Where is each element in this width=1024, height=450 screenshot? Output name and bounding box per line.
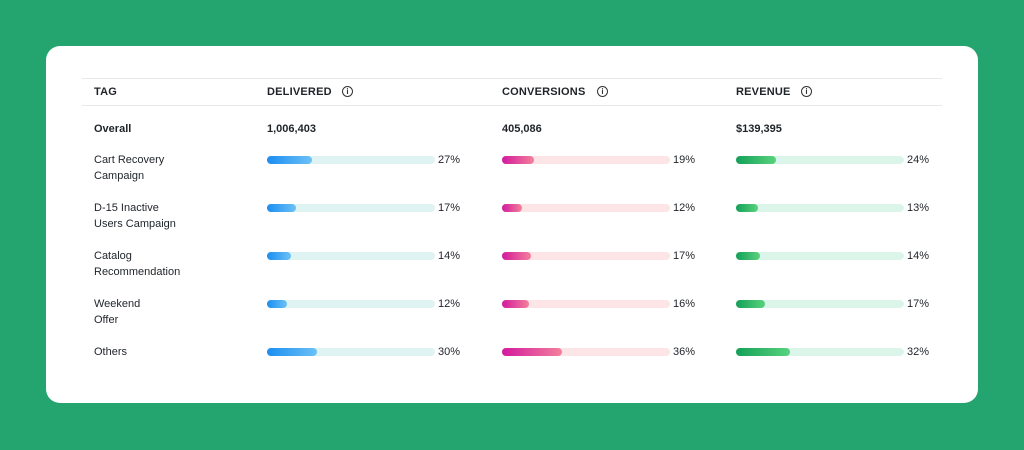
overall-value: 1,006,403 <box>267 123 316 135</box>
percent-label: 24% <box>907 154 930 166</box>
bar <box>502 204 523 212</box>
row-label: Offer <box>94 314 119 326</box>
row-label: Others <box>94 346 128 358</box>
bar-track <box>267 252 435 260</box>
bar-track <box>267 156 435 164</box>
bar <box>502 348 563 356</box>
bar-track <box>736 252 904 260</box>
info-icon[interactable]: i <box>801 86 812 97</box>
info-icon[interactable]: i <box>597 86 608 97</box>
row-label: Cart Recovery <box>94 154 165 166</box>
bar <box>267 156 313 164</box>
divider <box>82 105 942 106</box>
bar <box>267 348 318 356</box>
bar <box>502 300 529 308</box>
bar-track <box>736 204 904 212</box>
bar <box>502 252 531 260</box>
row-label: Campaign <box>94 170 145 182</box>
bar-track <box>267 348 435 356</box>
bar <box>267 300 288 308</box>
row-label: Weekend <box>94 298 141 310</box>
percent-label: 27% <box>438 154 461 166</box>
column-header: DELIVERED <box>267 86 332 98</box>
column-header: REVENUE <box>736 86 791 98</box>
info-icon[interactable]: i <box>342 86 353 97</box>
divider <box>82 78 942 79</box>
percent-label: 17% <box>673 250 696 262</box>
bar <box>736 156 777 164</box>
overall-value: $139,395 <box>736 123 782 135</box>
bar-track <box>267 204 435 212</box>
column-header: CONVERSIONS <box>502 86 586 98</box>
overall-value: 405,086 <box>502 123 542 135</box>
bar-track <box>736 348 904 356</box>
percent-label: 17% <box>438 202 461 214</box>
bar-track <box>502 204 670 212</box>
bar <box>267 252 291 260</box>
bar-track <box>736 300 904 308</box>
percent-label: 16% <box>673 298 696 310</box>
percent-label: 14% <box>907 250 930 262</box>
bar <box>502 156 534 164</box>
percent-label: 12% <box>438 298 461 310</box>
percent-label: 19% <box>673 154 696 166</box>
bar-track <box>502 348 670 356</box>
bar <box>736 204 758 212</box>
percent-label: 30% <box>438 346 461 358</box>
bar <box>736 300 765 308</box>
percent-label: 14% <box>438 250 461 262</box>
bar <box>736 252 760 260</box>
column-header: TAG <box>94 86 118 98</box>
bar-track <box>502 252 670 260</box>
percent-label: 32% <box>907 346 930 358</box>
bar <box>736 348 790 356</box>
bar <box>267 204 296 212</box>
bar-track <box>736 156 904 164</box>
bar-track <box>267 300 435 308</box>
percent-label: 36% <box>673 346 696 358</box>
percent-label: 17% <box>907 298 930 310</box>
row-label: Recommendation <box>94 266 181 278</box>
bar-track <box>502 156 670 164</box>
row-label: D-15 Inactive <box>94 202 159 214</box>
card: i i i TAG DELIVERED CONVERSIONS REVENUE Over… <box>46 46 978 403</box>
row-label: Users Campaign <box>94 218 176 230</box>
bar-track <box>502 300 670 308</box>
percent-label: 13% <box>907 202 930 214</box>
row-label: Catalog <box>94 250 132 262</box>
percent-label: 12% <box>673 202 696 214</box>
row-label: Overall <box>94 123 132 135</box>
